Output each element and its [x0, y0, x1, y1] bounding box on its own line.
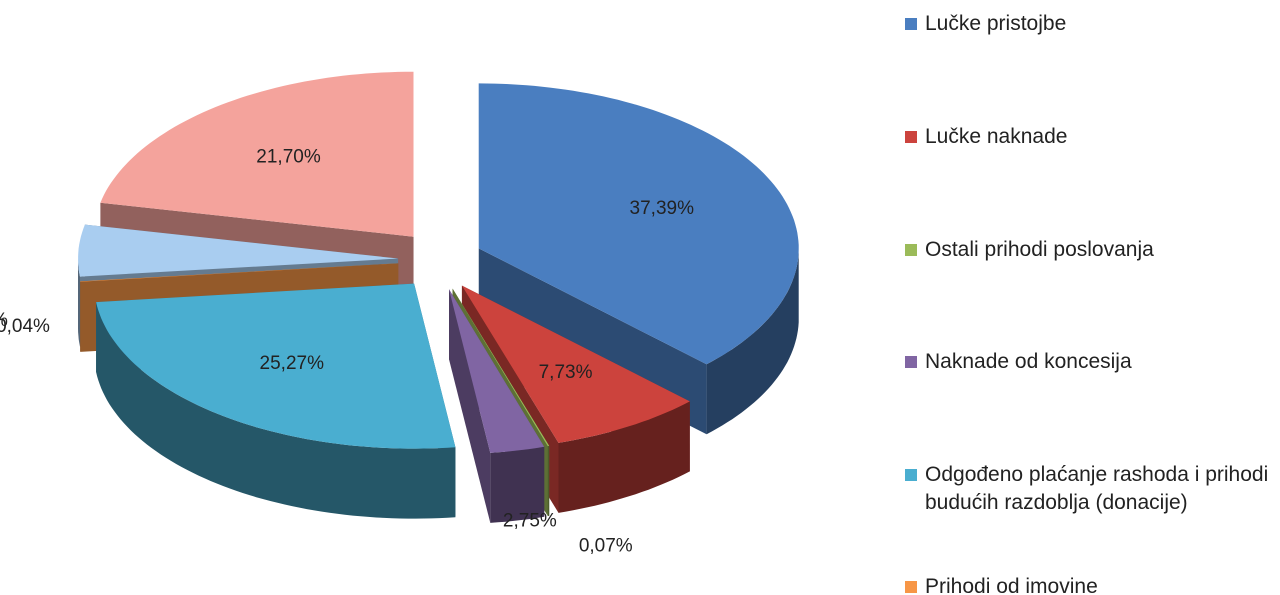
slice-top: [100, 71, 414, 237]
data-label: 0,07%: [579, 535, 633, 556]
slice-wall: [96, 302, 456, 519]
legend-label: Odgođeno plaćanje rashoda i prihodi budu…: [925, 463, 1269, 514]
data-label: 2,75%: [503, 511, 557, 532]
legend-label: Prihodi od imovine: [925, 575, 1098, 595]
slice-top: [452, 288, 550, 447]
slice-wall: [558, 401, 690, 513]
slice-wall: [490, 446, 545, 523]
slice-top: [96, 283, 456, 449]
legend-entry: Prihodi od imovine: [905, 573, 1275, 595]
chart: 37,39% 7,73% 0,07% 2,75% 25,27% 0,04%5,05% 21,…: [0, 71, 799, 556]
legend-label: Lučke naknade: [925, 125, 1068, 148]
slice-wall: [78, 258, 80, 347]
slice-top: [448, 289, 545, 453]
legend-swatch: [905, 18, 917, 30]
legend-swatch: [905, 131, 917, 143]
slice-top: [478, 83, 799, 365]
slice: [96, 283, 456, 519]
legend-entry: Lučke naknade: [905, 123, 1275, 151]
legend-swatch: [905, 581, 917, 593]
data-label: 37,39%: [630, 198, 695, 219]
legend-label: Lučke pristojbe: [925, 12, 1067, 35]
legend-entry: Ostali prihodi poslovanja: [905, 236, 1275, 264]
slice-wall: [706, 248, 799, 435]
data-label: 5,05%: [0, 310, 8, 331]
legend-swatch: [905, 356, 917, 368]
slice-wall: [547, 445, 550, 517]
legend-swatch: [905, 244, 917, 256]
legend-entry: Odgođeno plaćanje rashoda i prihodi budu…: [905, 461, 1275, 517]
data-label: 0,04%: [0, 316, 50, 337]
slice-top: [80, 263, 399, 282]
data-label: 7,73%: [539, 362, 593, 383]
data-label: 21,70%: [256, 146, 321, 167]
slice-top: [461, 285, 690, 443]
legend-entry: Lučke pristojbe: [905, 10, 1275, 38]
legend-swatch: [905, 469, 917, 481]
slice-top: [78, 224, 399, 277]
legend-label: Ostali prihodi poslovanja: [925, 238, 1154, 261]
legend-entry: Naknade od koncesija: [905, 348, 1275, 376]
slice-side: [448, 289, 491, 523]
legend-label: Naknade od koncesija: [925, 350, 1132, 373]
slice: [448, 289, 545, 523]
data-label: 25,27%: [260, 353, 325, 374]
